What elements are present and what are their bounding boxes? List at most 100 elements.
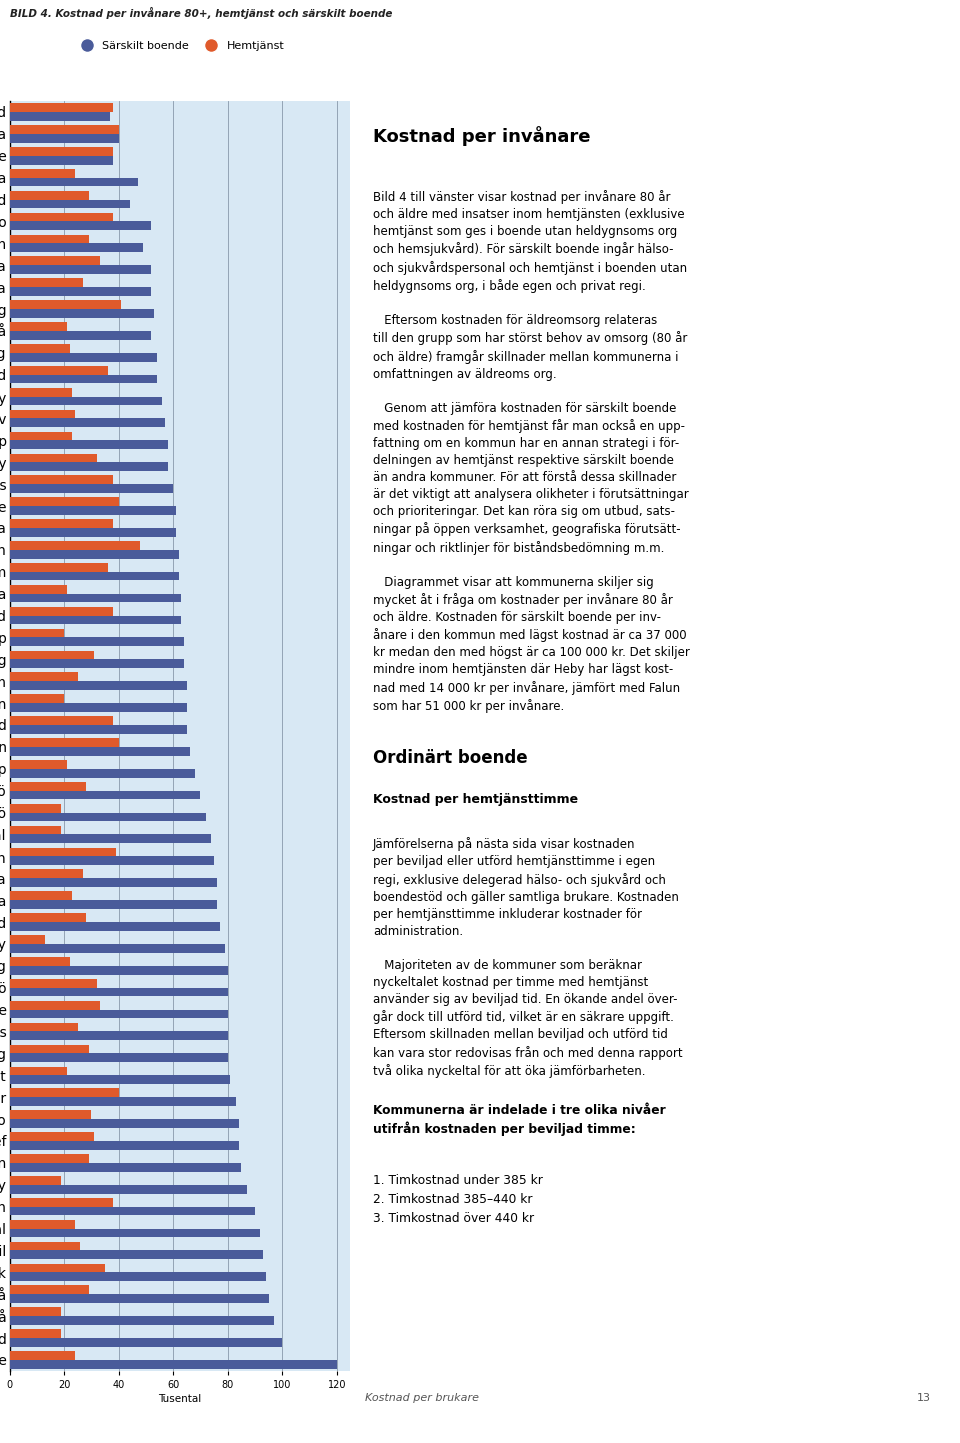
Bar (10, 563, 108, 571)
Bar (10, 506, 176, 515)
Bar (10, 257, 100, 266)
Bar (10, 1206, 255, 1215)
Bar (10, 1228, 260, 1237)
Bar (10, 1264, 105, 1273)
Bar (10, 747, 189, 756)
Bar (10, 870, 84, 879)
X-axis label: Tusental: Tusental (158, 1394, 202, 1404)
Bar (10, 440, 168, 449)
Text: Kostnad per invånare: Kostnad per invånare (373, 127, 590, 146)
Text: Kostnad per brukare: Kostnad per brukare (365, 1392, 479, 1403)
Bar (10, 156, 113, 165)
Bar (10, 724, 187, 733)
Bar (10, 343, 69, 352)
Bar (10, 410, 75, 418)
Bar (10, 957, 69, 965)
Bar (10, 629, 64, 638)
Bar (10, 453, 97, 462)
Bar (10, 1053, 228, 1062)
Bar (10, 309, 155, 317)
Bar (10, 322, 67, 330)
Bar (10, 638, 184, 646)
Bar (10, 528, 176, 537)
Bar (10, 278, 84, 287)
Bar (10, 847, 116, 856)
Bar (10, 485, 173, 494)
Bar (10, 1066, 67, 1075)
Bar (10, 1329, 61, 1338)
Bar (10, 1273, 266, 1281)
Bar (10, 1286, 88, 1294)
Bar (10, 475, 113, 485)
Bar (10, 892, 72, 900)
Bar (10, 177, 137, 186)
Bar (10, 1088, 119, 1097)
Bar (10, 681, 187, 690)
Bar (10, 659, 184, 668)
Bar (10, 965, 228, 974)
Bar (10, 235, 88, 244)
Bar (10, 987, 228, 997)
Bar (10, 1351, 75, 1359)
Bar (10, 212, 113, 221)
Bar (10, 352, 156, 362)
Text: Ordinärt boende: Ordinärt boende (373, 749, 528, 766)
Bar (10, 834, 211, 843)
Bar (10, 397, 162, 405)
Bar (10, 739, 119, 747)
Bar (10, 672, 78, 681)
Bar (10, 1120, 239, 1128)
Bar (10, 879, 217, 887)
Bar (10, 498, 119, 506)
Bar (10, 287, 152, 296)
Bar (10, 978, 97, 987)
Bar (10, 791, 201, 799)
Bar (10, 541, 140, 550)
Bar (10, 1154, 88, 1163)
Bar (10, 944, 225, 952)
Bar (10, 1141, 239, 1150)
Bar (10, 418, 165, 427)
Bar (10, 104, 113, 113)
Bar (10, 1359, 337, 1368)
Bar (10, 606, 113, 616)
Bar (10, 593, 181, 602)
Text: Jämförelserna på nästa sida visar kostnaden
per beviljad eller utförd hemtjänstt: Jämförelserna på nästa sida visar kostna… (373, 837, 683, 1078)
Bar (10, 900, 217, 909)
Text: 1. Timkostnad under 385 kr
2. Timkostnad 385–440 kr
3. Timkostnad över 440 kr: 1. Timkostnad under 385 kr 2. Timkostnad… (373, 1175, 543, 1225)
Bar (10, 571, 179, 580)
Bar (10, 782, 86, 791)
Bar (10, 190, 88, 199)
Bar (10, 375, 156, 384)
Bar (10, 330, 152, 339)
Bar (10, 913, 86, 922)
Text: Kostnad per hemtjänsttimme: Kostnad per hemtjänsttimme (373, 794, 578, 807)
Bar (10, 856, 214, 866)
Bar (10, 1176, 61, 1185)
Bar (10, 935, 45, 944)
Bar (10, 1023, 78, 1032)
Bar (10, 550, 179, 558)
Bar (10, 388, 72, 397)
Bar (10, 300, 121, 309)
Bar (10, 169, 75, 177)
Bar (10, 199, 130, 208)
Bar (10, 1198, 113, 1206)
Bar (10, 703, 187, 711)
Bar (10, 1110, 91, 1120)
Bar (10, 113, 110, 121)
Bar (10, 519, 113, 528)
Bar (10, 1010, 228, 1019)
Bar (10, 1307, 61, 1316)
Bar (10, 1097, 236, 1105)
Bar (10, 126, 119, 134)
Bar (10, 584, 67, 593)
Bar (10, 825, 61, 834)
Bar (10, 367, 108, 375)
Text: Bild 4 till vänster visar kostnad per invånare 80 år
och äldre med insatser inom: Bild 4 till vänster visar kostnad per in… (373, 190, 690, 713)
Text: Kommunerna är indelade i tre olika nivåer
utifrån kostnaden per beviljad timme:: Kommunerna är indelade i tre olika nivåe… (373, 1104, 666, 1137)
Bar (10, 1001, 100, 1010)
Bar (10, 694, 64, 703)
Bar (10, 651, 94, 659)
Bar (10, 431, 72, 440)
